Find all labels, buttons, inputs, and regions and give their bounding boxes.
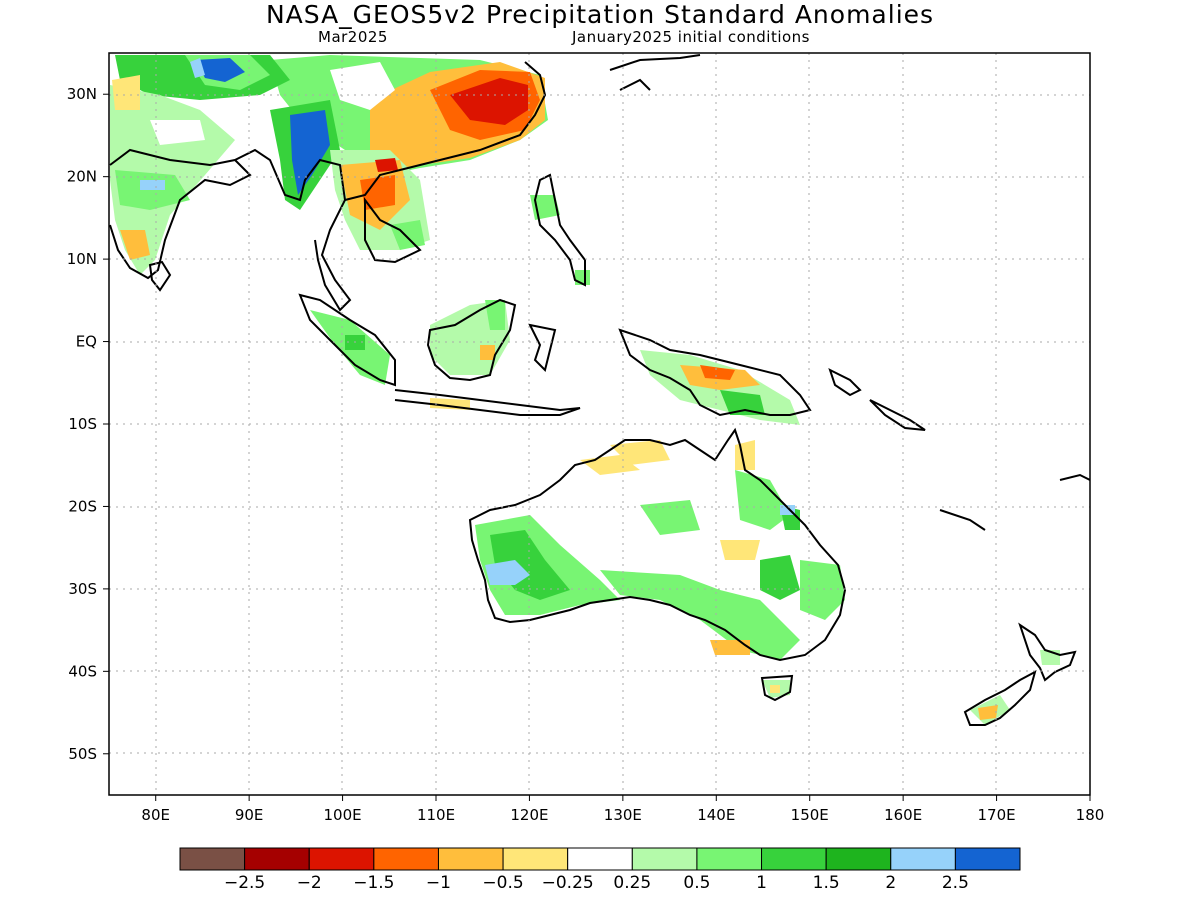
- lon-tick-label: 90E: [235, 806, 264, 824]
- lat-tick-label: 10S: [68, 415, 97, 433]
- colorbar-label: −1.5: [353, 873, 394, 893]
- lon-tick-label: 140E: [697, 806, 735, 824]
- colorbar-swatch: [179, 847, 246, 871]
- lon-tick-label: 110E: [417, 806, 455, 824]
- colorbar-label: 0.25: [613, 873, 651, 893]
- lat-tick-label: 30S: [68, 580, 97, 598]
- colorbar-swatch: [373, 847, 439, 871]
- colorbar-label: 0.5: [683, 873, 710, 893]
- colorbar-swatch: [890, 847, 956, 871]
- lat-tick-label: 40S: [68, 662, 97, 680]
- plot-area: [109, 53, 1090, 795]
- colorbar-label: −1: [426, 873, 451, 893]
- lat-tick-label: 20N: [67, 168, 97, 186]
- latitude-axis: 30N 20N 10N EQ 10S 20S 30S 40S 50S: [67, 85, 109, 763]
- lon-tick-label: 180: [1076, 806, 1105, 824]
- lon-tick-label: 120E: [510, 806, 548, 824]
- lon-tick-label: 170E: [978, 806, 1016, 824]
- graticule: [109, 53, 1090, 795]
- lon-tick-label: 150E: [791, 806, 829, 824]
- lon-tick-label: 160E: [884, 806, 922, 824]
- lon-tick-label: 80E: [141, 806, 170, 824]
- colorbar-label: 2: [885, 873, 896, 893]
- colorbar-swatch: [244, 847, 310, 871]
- colorbar-swatch: [761, 847, 827, 871]
- colorbar-label: −2: [297, 873, 322, 893]
- valid-month-label: Mar2025: [318, 28, 388, 46]
- colorbar-label: −2.5: [224, 873, 265, 893]
- init-conditions-label: January2025 initial conditions: [572, 28, 810, 46]
- lat-tick-label: 50S: [68, 745, 97, 763]
- colorbar-swatch: [825, 847, 892, 871]
- lat-tick-label: 10N: [67, 250, 97, 268]
- lat-tick-label: EQ: [76, 333, 97, 351]
- colorbar-label: −0.25: [542, 873, 594, 893]
- anomaly-shading: [110, 55, 1060, 725]
- colorbar-label: −0.5: [482, 873, 523, 893]
- colorbar: −2.5 −2 −1.5 −1 −0.5 −0.25 0.25 0.5 1 1.5 2 2.5: [179, 847, 1021, 893]
- colorbar-swatch: [954, 847, 1021, 871]
- lat-tick-label: 20S: [68, 497, 97, 515]
- colorbar-label: 1: [756, 873, 767, 893]
- colorbar-swatch: [696, 847, 763, 871]
- colorbar-swatch: [567, 847, 633, 871]
- map-title: NASA_GEOS5v2 Precipitation Standard Anom…: [265, 0, 935, 29]
- lat-tick-label: 30N: [67, 85, 97, 103]
- colorbar-swatch: [502, 847, 569, 871]
- longitude-axis: 80E 90E 100E 110E 120E 130E 140E 150E 160E 170E 18…: [141, 795, 1104, 824]
- lon-tick-label: 100E: [324, 806, 362, 824]
- lon-tick-label: 130E: [604, 806, 642, 824]
- colorbar-swatch: [308, 847, 375, 871]
- colorbar-swatch: [437, 847, 504, 871]
- colorbar-swatch: [631, 847, 698, 871]
- colorbar-label: 2.5: [942, 873, 969, 893]
- colorbar-label: 1.5: [813, 873, 840, 893]
- coastlines: [109, 54, 1090, 726]
